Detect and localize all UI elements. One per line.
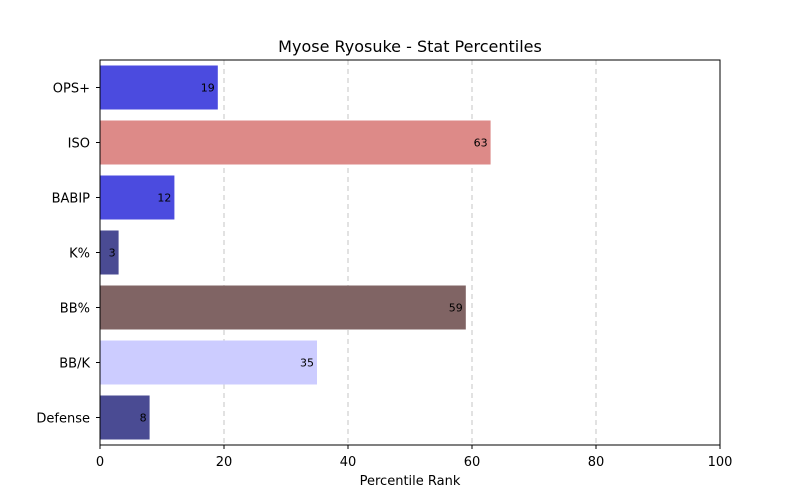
x-tick-label: 20 xyxy=(216,455,233,470)
bar-value-label: 3 xyxy=(109,247,116,260)
plot-frame xyxy=(99,59,721,446)
bar-value-label: 63 xyxy=(474,137,488,150)
x-tick-label: 100 xyxy=(708,455,733,470)
x-axis: 0 20 40 60 80 100 xyxy=(96,445,733,470)
bar-value-label: 35 xyxy=(300,357,314,370)
y-tick-label: BB% xyxy=(60,302,90,317)
x-tick-label: 0 xyxy=(96,455,104,470)
bar xyxy=(100,175,175,220)
bar xyxy=(100,395,150,440)
x-tick-label: 60 xyxy=(464,455,481,470)
chart-title: Myose Ryosuke - Stat Percentiles xyxy=(278,37,542,56)
bar-value-label: 59 xyxy=(449,302,463,315)
bar-value-label: 8 xyxy=(140,412,147,425)
bar xyxy=(100,120,491,165)
y-axis: OPS+ ISO BABIP K% BB% BB/K Defense xyxy=(36,82,100,427)
y-tick-label: ISO xyxy=(68,137,90,152)
bar xyxy=(100,340,317,385)
x-tick-label: 40 xyxy=(340,455,357,470)
bar-value-label: 12 xyxy=(157,192,171,205)
bar xyxy=(100,285,466,330)
y-tick-label: K% xyxy=(69,247,90,262)
y-tick-label: BB/K xyxy=(59,357,90,372)
x-tick-label: 80 xyxy=(588,455,605,470)
bar xyxy=(100,230,119,275)
bar-value-label: 19 xyxy=(201,82,215,95)
y-tick-label: BABIP xyxy=(52,192,91,207)
x-axis-label: Percentile Rank xyxy=(360,474,461,489)
y-tick-label: Defense xyxy=(36,412,90,427)
bar xyxy=(100,65,218,110)
y-tick-label: OPS+ xyxy=(53,82,90,97)
bars-layer: 19 63 12 3 59 35 8 xyxy=(100,65,491,440)
grid-layer xyxy=(223,60,597,445)
